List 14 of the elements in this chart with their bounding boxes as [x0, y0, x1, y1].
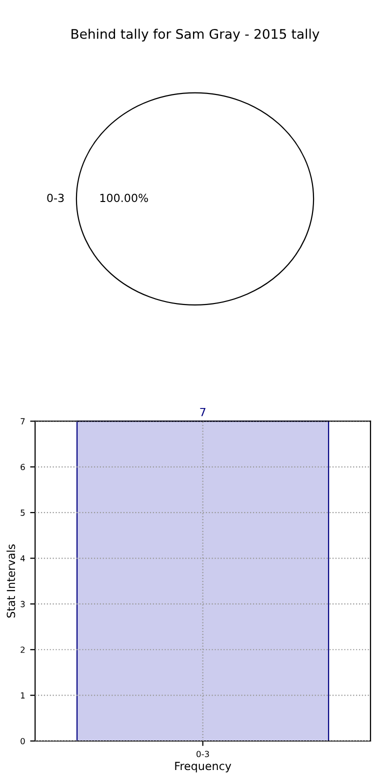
slice-label: 0-3 — [47, 194, 64, 202]
data-label: 7 — [200, 408, 206, 416]
y-tick-label: 0 — [20, 738, 25, 744]
y-tick-label: 5 — [20, 510, 25, 516]
y-tick-label: 6 — [20, 464, 25, 470]
y-axis-title: Stat Intervals — [6, 544, 16, 618]
y-tick-label: 1 — [20, 692, 25, 698]
y-tick-label: 4 — [20, 555, 25, 562]
x-axis-title: Frequency — [175, 762, 232, 772]
y-tick-label: 7 — [20, 418, 25, 424]
y-tick-label: 3 — [20, 600, 25, 608]
y-tick-label: 2 — [20, 646, 25, 653]
data-label: 100.00% — [100, 194, 148, 202]
chart-title: Behind tally for Sam Gray - 2015 tally — [72, 28, 320, 42]
